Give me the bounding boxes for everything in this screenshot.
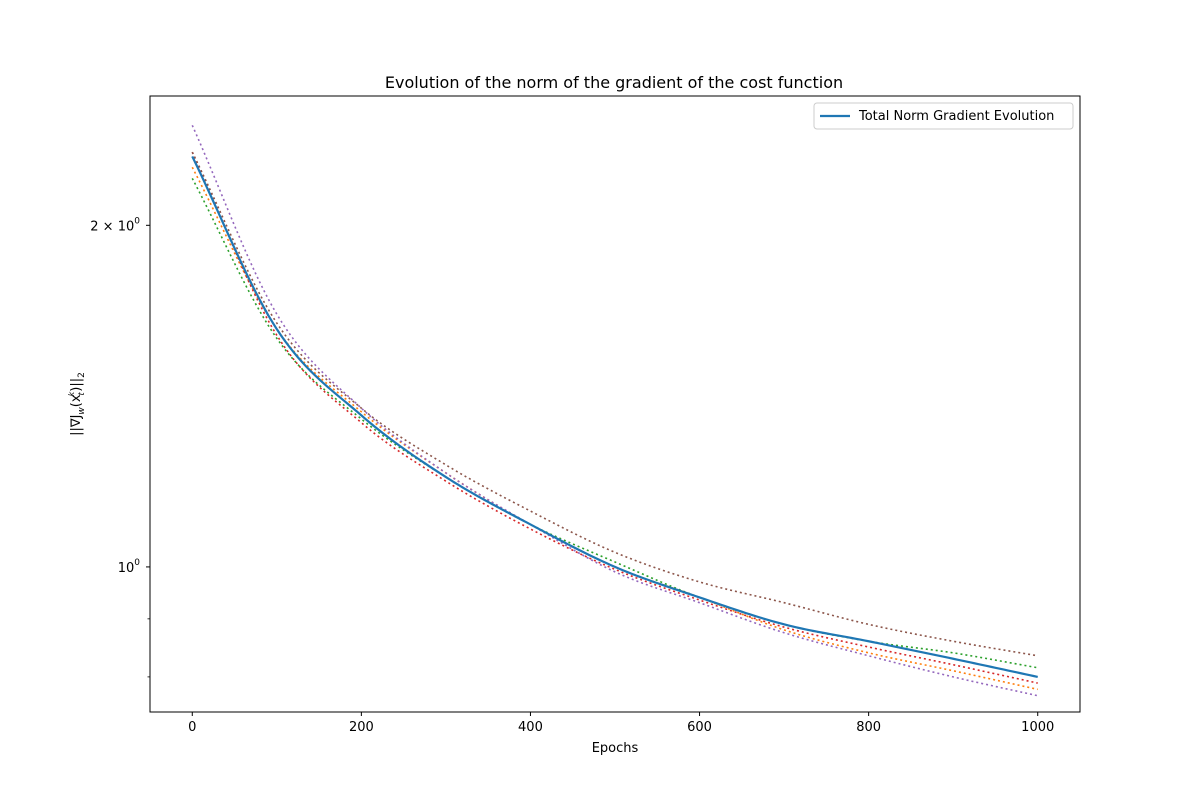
plot-frame xyxy=(149,95,1081,713)
y-tick-label: 2 × 100 xyxy=(90,216,140,234)
x-tick-label: 200 xyxy=(349,720,374,735)
legend-entry-label: Total Norm Gradient Evolution xyxy=(858,109,1054,124)
y-tick-label: 100 xyxy=(118,558,141,576)
x-tick-label: 1000 xyxy=(1021,720,1054,735)
series-line-4 xyxy=(191,124,1038,697)
x-axis-label: Epochs xyxy=(592,741,639,756)
chart-title: Evolution of the norm of the gradient of… xyxy=(385,73,843,92)
y-axis-label: ||∇Jw(xtk)||2 xyxy=(67,372,87,436)
x-axis: 0 200 400 600 800 1000 xyxy=(188,712,1054,735)
series-line-5 xyxy=(191,151,1038,657)
series-line-0 xyxy=(191,155,1038,678)
x-tick-label: 400 xyxy=(518,720,543,735)
y-axis: 100 2 × 100 xyxy=(90,216,150,678)
x-tick-label: 0 xyxy=(188,720,196,735)
series-layer xyxy=(191,124,1038,697)
x-tick-label: 800 xyxy=(856,720,881,735)
legend: Total Norm Gradient Evolution xyxy=(813,102,1074,130)
series-line-2 xyxy=(191,177,1038,669)
legend-box xyxy=(813,102,1074,130)
series-line-1 xyxy=(191,166,1038,691)
x-tick-label: 600 xyxy=(687,720,712,735)
